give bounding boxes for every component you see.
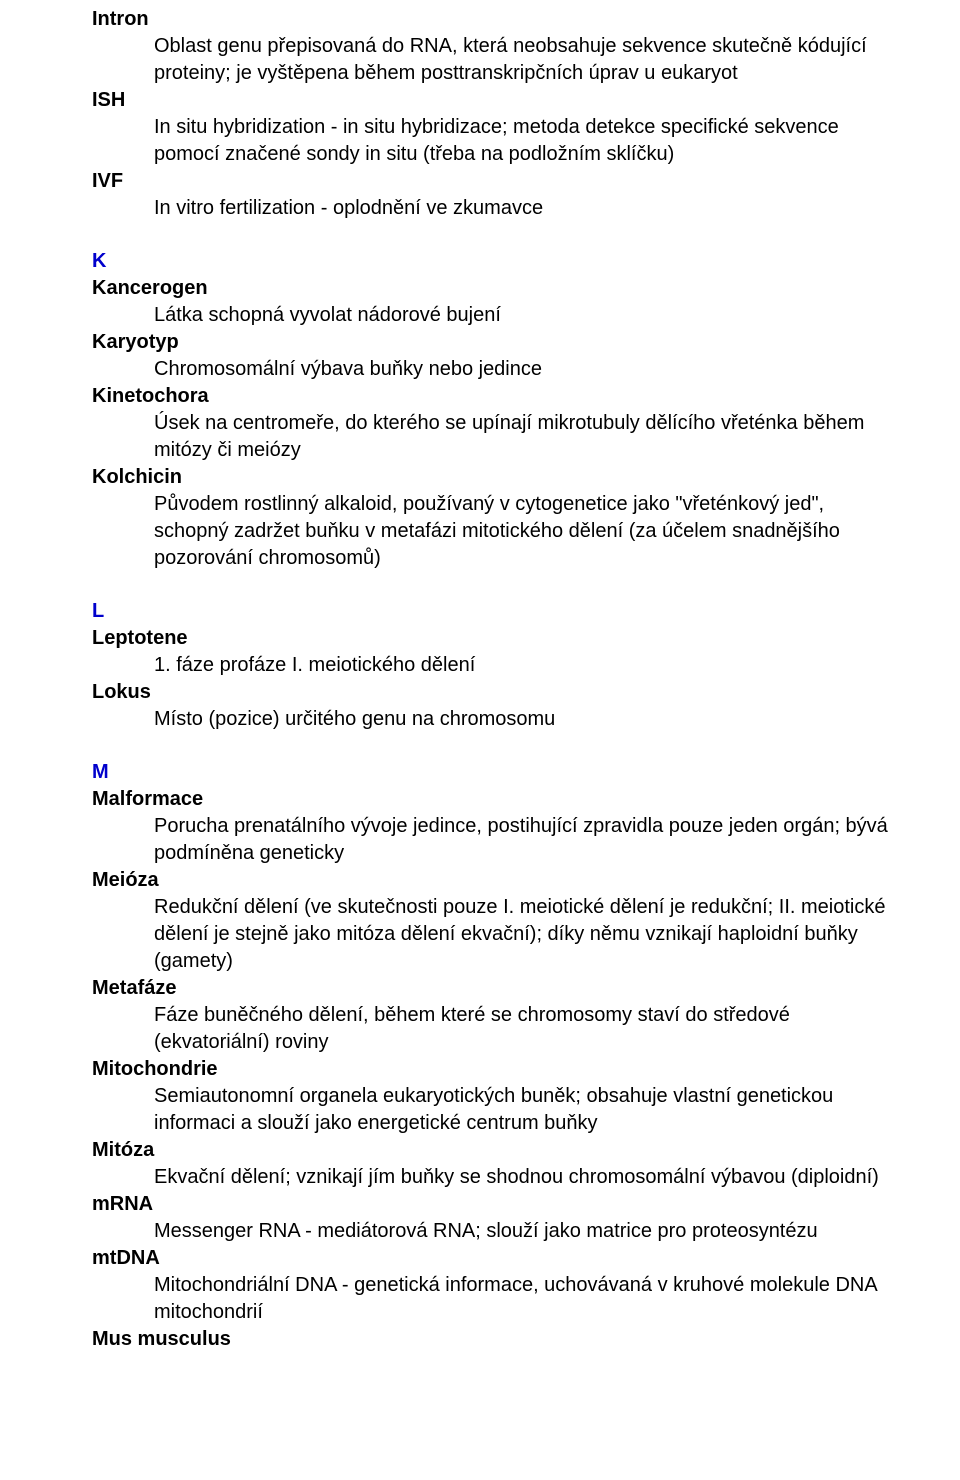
def-leptotene: 1. fáze profáze I. meiotického dělení [154, 652, 900, 679]
section-letter-m: M [92, 759, 900, 786]
spacer [92, 222, 900, 244]
def-ivf: In vitro fertilization - oplodnění ve zk… [154, 195, 900, 222]
term-metafaze: Metafáze [92, 975, 900, 1002]
spacer [92, 733, 900, 755]
term-intron: Intron [92, 6, 900, 33]
term-kolchicin: Kolchicin [92, 464, 900, 491]
def-mtdna: Mitochondriální DNA - genetická informac… [154, 1272, 900, 1326]
term-ivf: IVF [92, 168, 900, 195]
def-meioza: Redukční dělení (ve skutečnosti pouze I.… [154, 894, 900, 975]
term-mitoza: Mitóza [92, 1137, 900, 1164]
term-kancerogen: Kancerogen [92, 275, 900, 302]
def-lokus: Místo (pozice) určitého genu na chromoso… [154, 706, 900, 733]
section-letter-k: K [92, 248, 900, 275]
term-karyotyp: Karyotyp [92, 329, 900, 356]
term-kinetochora: Kinetochora [92, 383, 900, 410]
def-mitochondrie: Semiautonomní organela eukaryotických bu… [154, 1083, 900, 1137]
section-letter-l: L [92, 598, 900, 625]
def-malformace: Porucha prenatálního vývoje jedince, pos… [154, 813, 900, 867]
spacer [92, 572, 900, 594]
def-kinetochora: Úsek na centromeře, do kterého se upínaj… [154, 410, 900, 464]
term-mus: Mus musculus [92, 1326, 900, 1353]
def-intron: Oblast genu přepisovaná do RNA, která ne… [154, 33, 900, 87]
term-mrna: mRNA [92, 1191, 900, 1218]
def-mrna: Messenger RNA - mediátorová RNA; slouží … [154, 1218, 900, 1245]
term-malformace: Malformace [92, 786, 900, 813]
term-mtdna: mtDNA [92, 1245, 900, 1272]
glossary-page: Intron Oblast genu přepisovaná do RNA, k… [0, 0, 960, 1373]
term-ish: ISH [92, 87, 900, 114]
def-karyotyp: Chromosomální výbava buňky nebo jedince [154, 356, 900, 383]
term-meioza: Meióza [92, 867, 900, 894]
term-lokus: Lokus [92, 679, 900, 706]
term-leptotene: Leptotene [92, 625, 900, 652]
def-metafaze: Fáze buněčného dělení, během které se ch… [154, 1002, 900, 1056]
def-ish: In situ hybridization - in situ hybridiz… [154, 114, 900, 168]
term-mitochondrie: Mitochondrie [92, 1056, 900, 1083]
def-mitoza: Ekvační dělení; vznikají jím buňky se sh… [154, 1164, 900, 1191]
def-kancerogen: Látka schopná vyvolat nádorové bujení [154, 302, 900, 329]
def-kolchicin: Původem rostlinný alkaloid, používaný v … [154, 491, 900, 572]
